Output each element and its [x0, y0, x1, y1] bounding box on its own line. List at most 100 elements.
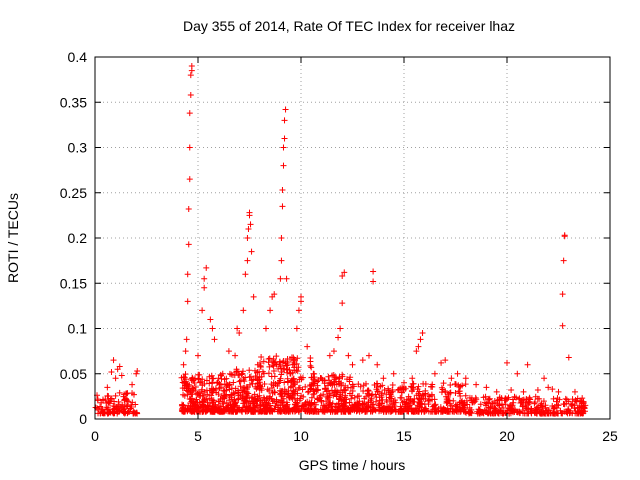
data-point	[367, 397, 374, 404]
data-point	[376, 406, 383, 413]
data-point	[196, 371, 203, 378]
data-point	[232, 352, 239, 359]
data-point	[283, 388, 290, 395]
data-point	[289, 369, 296, 376]
data-point	[296, 397, 303, 404]
data-point	[526, 399, 533, 406]
data-point	[514, 370, 521, 377]
data-point	[122, 390, 129, 397]
data-point	[373, 398, 380, 405]
data-point	[349, 361, 356, 368]
data-point	[302, 383, 309, 390]
data-point	[483, 384, 490, 391]
data-point	[270, 382, 277, 389]
data-point	[360, 382, 367, 389]
data-point	[267, 408, 274, 415]
data-point	[119, 401, 126, 408]
data-point	[270, 363, 277, 370]
data-point	[266, 363, 273, 370]
data-point	[420, 380, 427, 387]
data-point	[118, 372, 125, 379]
data-point	[247, 221, 254, 228]
data-point	[241, 387, 248, 394]
data-point	[240, 384, 247, 391]
data-point	[244, 395, 251, 402]
data-point	[442, 387, 449, 394]
data-point	[327, 408, 334, 415]
data-point	[187, 72, 194, 79]
data-point	[279, 399, 286, 406]
data-point	[483, 400, 490, 407]
data-point	[456, 390, 463, 397]
data-point	[495, 410, 502, 417]
data-point	[216, 385, 223, 392]
data-point	[192, 388, 199, 395]
data-point	[407, 397, 414, 404]
data-point	[280, 365, 287, 372]
data-point	[473, 381, 480, 388]
data-point	[104, 410, 111, 417]
data-point	[245, 225, 252, 232]
data-point	[542, 402, 549, 409]
data-point	[269, 398, 276, 405]
data-point	[421, 406, 428, 413]
data-point	[442, 357, 449, 364]
data-point	[185, 206, 192, 213]
data-point	[502, 397, 509, 404]
data-point	[335, 378, 342, 385]
data-point	[336, 396, 343, 403]
data-point	[132, 401, 139, 408]
data-point	[325, 373, 332, 380]
data-point	[350, 383, 357, 390]
data-point	[493, 388, 500, 395]
data-point	[207, 403, 214, 410]
data-point	[225, 348, 232, 355]
data-point	[185, 241, 192, 248]
data-point	[374, 380, 381, 387]
data-point	[307, 362, 314, 369]
data-point	[330, 348, 337, 355]
data-point	[397, 408, 404, 415]
data-point	[115, 408, 122, 415]
data-point	[195, 376, 202, 383]
data-point	[384, 404, 391, 411]
data-point	[234, 402, 241, 409]
data-point	[344, 376, 351, 383]
data-point	[121, 396, 128, 403]
data-point	[297, 374, 304, 381]
data-point	[285, 407, 292, 414]
data-point	[431, 370, 438, 377]
data-point	[217, 408, 224, 415]
data-point	[375, 388, 382, 395]
data-point	[534, 387, 541, 394]
data-point	[294, 368, 301, 375]
data-point	[468, 406, 475, 413]
data-point	[414, 402, 421, 409]
data-point	[417, 336, 424, 343]
data-point	[111, 398, 118, 405]
data-point	[415, 399, 422, 406]
data-point	[310, 387, 317, 394]
data-point	[107, 409, 114, 416]
data-point	[415, 390, 422, 397]
data-point	[236, 330, 243, 337]
data-point	[569, 396, 576, 403]
data-point	[293, 325, 300, 332]
data-point	[347, 374, 354, 381]
data-point	[380, 375, 387, 382]
data-point	[508, 387, 515, 394]
data-point	[189, 385, 196, 392]
data-point	[184, 298, 191, 305]
data-point	[189, 399, 196, 406]
data-point	[243, 391, 250, 398]
data-point	[295, 385, 302, 392]
data-point	[98, 399, 105, 406]
data-point	[511, 393, 518, 400]
data-point	[323, 402, 330, 409]
data-point	[447, 382, 454, 389]
data-point	[204, 399, 211, 406]
data-point	[335, 334, 342, 341]
data-point	[312, 401, 319, 408]
data-point	[290, 354, 297, 361]
